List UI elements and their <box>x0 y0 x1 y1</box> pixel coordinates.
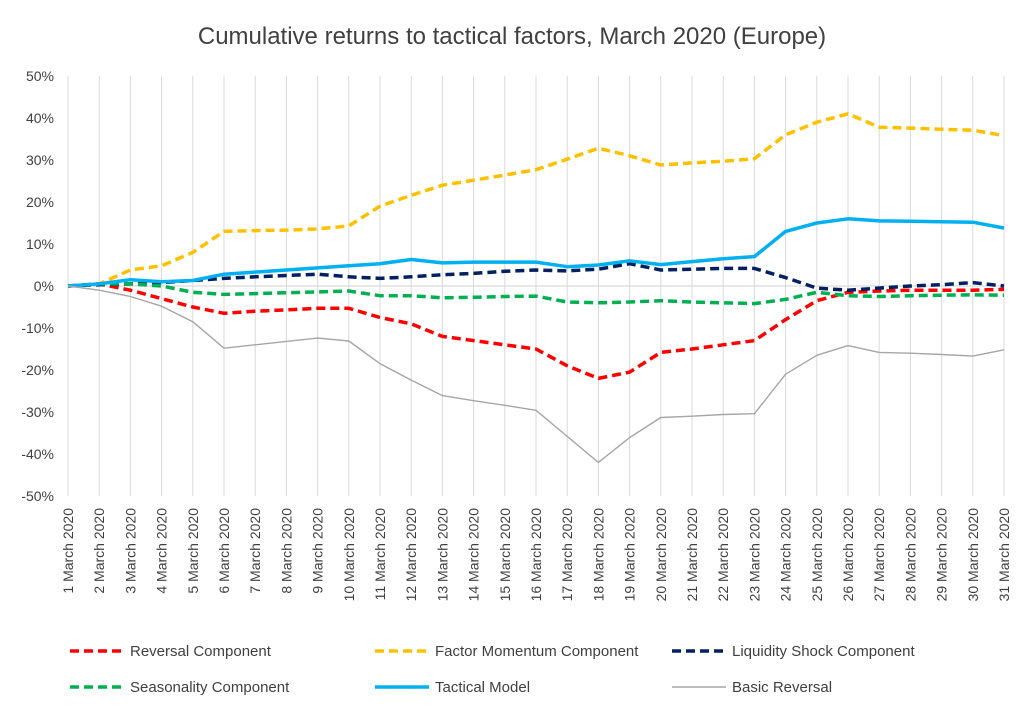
x-tick-label: 15 March 2020 <box>497 508 513 602</box>
x-tick-label: 24 March 2020 <box>778 508 794 602</box>
x-tick-label: 3 March 2020 <box>122 508 138 594</box>
x-tick-label: 5 March 2020 <box>185 508 201 594</box>
x-tick-label: 1 March 2020 <box>60 508 76 594</box>
legend-label: Seasonality Component <box>130 679 290 696</box>
x-tick-label: 20 March 2020 <box>653 508 669 602</box>
x-axis: 1 March 2020 2 March 2020 3 March 2020 4 Ma… <box>60 508 1012 602</box>
x-tick-label: 27 March 2020 <box>871 508 887 602</box>
x-tick-label: 8 March 2020 <box>278 508 294 594</box>
x-tick-label: 9 March 2020 <box>310 508 326 594</box>
y-tick-label: 10% <box>26 236 54 252</box>
x-tick-label: 4 March 2020 <box>154 508 170 594</box>
x-tick-label: 21 March 2020 <box>684 508 700 602</box>
legend-label: Tactical Model <box>435 679 530 696</box>
x-tick-label: 19 March 2020 <box>622 508 638 602</box>
series-line <box>67 217 1005 288</box>
y-axis: -50% -40% -30% -20% -10% 0% 10% 20% 30% 40% 50% <box>21 68 54 504</box>
x-tick-label: 25 March 2020 <box>809 508 825 602</box>
x-tick-label: 18 March 2020 <box>590 508 606 602</box>
y-tick-label: -50% <box>21 488 54 504</box>
x-tick-label: 7 March 2020 <box>247 508 263 594</box>
legend-label: Basic Reversal <box>732 679 832 696</box>
x-tick-label: 6 March 2020 <box>216 508 232 594</box>
series-lines <box>67 112 1005 464</box>
y-tick-label: 50% <box>26 68 54 84</box>
x-tick-label: 17 March 2020 <box>559 508 575 602</box>
legend-label: Reversal Component <box>130 643 272 660</box>
x-tick-label: 13 March 2020 <box>434 508 450 602</box>
x-tick-label: 10 March 2020 <box>341 508 357 602</box>
y-tick-label: -30% <box>21 404 54 420</box>
x-tick-label: 16 March 2020 <box>528 508 544 602</box>
series-line <box>67 261 1005 292</box>
legend-label: Factor Momentum Component <box>435 643 639 660</box>
y-tick-label: -20% <box>21 362 54 378</box>
y-tick-label: 40% <box>26 110 54 126</box>
chart-title: Cumulative returns to tactical factors, … <box>198 23 826 50</box>
x-tick-label: 14 March 2020 <box>466 508 482 602</box>
x-tick-label: 22 March 2020 <box>715 508 731 602</box>
x-tick-label: 26 March 2020 <box>840 508 856 602</box>
y-tick-label: -40% <box>21 446 54 462</box>
x-tick-label: 28 March 2020 <box>902 508 918 602</box>
x-tick-label: 23 March 2020 <box>746 508 762 602</box>
x-tick-label: 11 March 2020 <box>372 508 388 601</box>
x-tick-label: 31 March 2020 <box>996 508 1012 602</box>
x-tick-label: 30 March 2020 <box>965 508 981 602</box>
legend-label: Liquidity Shock Component <box>732 643 915 660</box>
x-tick-label: 12 March 2020 <box>403 508 419 602</box>
y-tick-label: 0% <box>34 278 54 294</box>
series-line <box>67 112 1005 288</box>
x-tick-label: 29 March 2020 <box>934 508 950 602</box>
y-tick-label: 30% <box>26 152 54 168</box>
y-tick-label: -10% <box>21 320 54 336</box>
series-line <box>67 282 1005 306</box>
series-line <box>67 285 1005 464</box>
legend: Reversal Component Factor Momentum Compon… <box>70 643 915 696</box>
y-tick-label: 20% <box>26 194 54 210</box>
series-line <box>67 282 1005 381</box>
x-tick-label: 2 March 2020 <box>91 508 107 594</box>
